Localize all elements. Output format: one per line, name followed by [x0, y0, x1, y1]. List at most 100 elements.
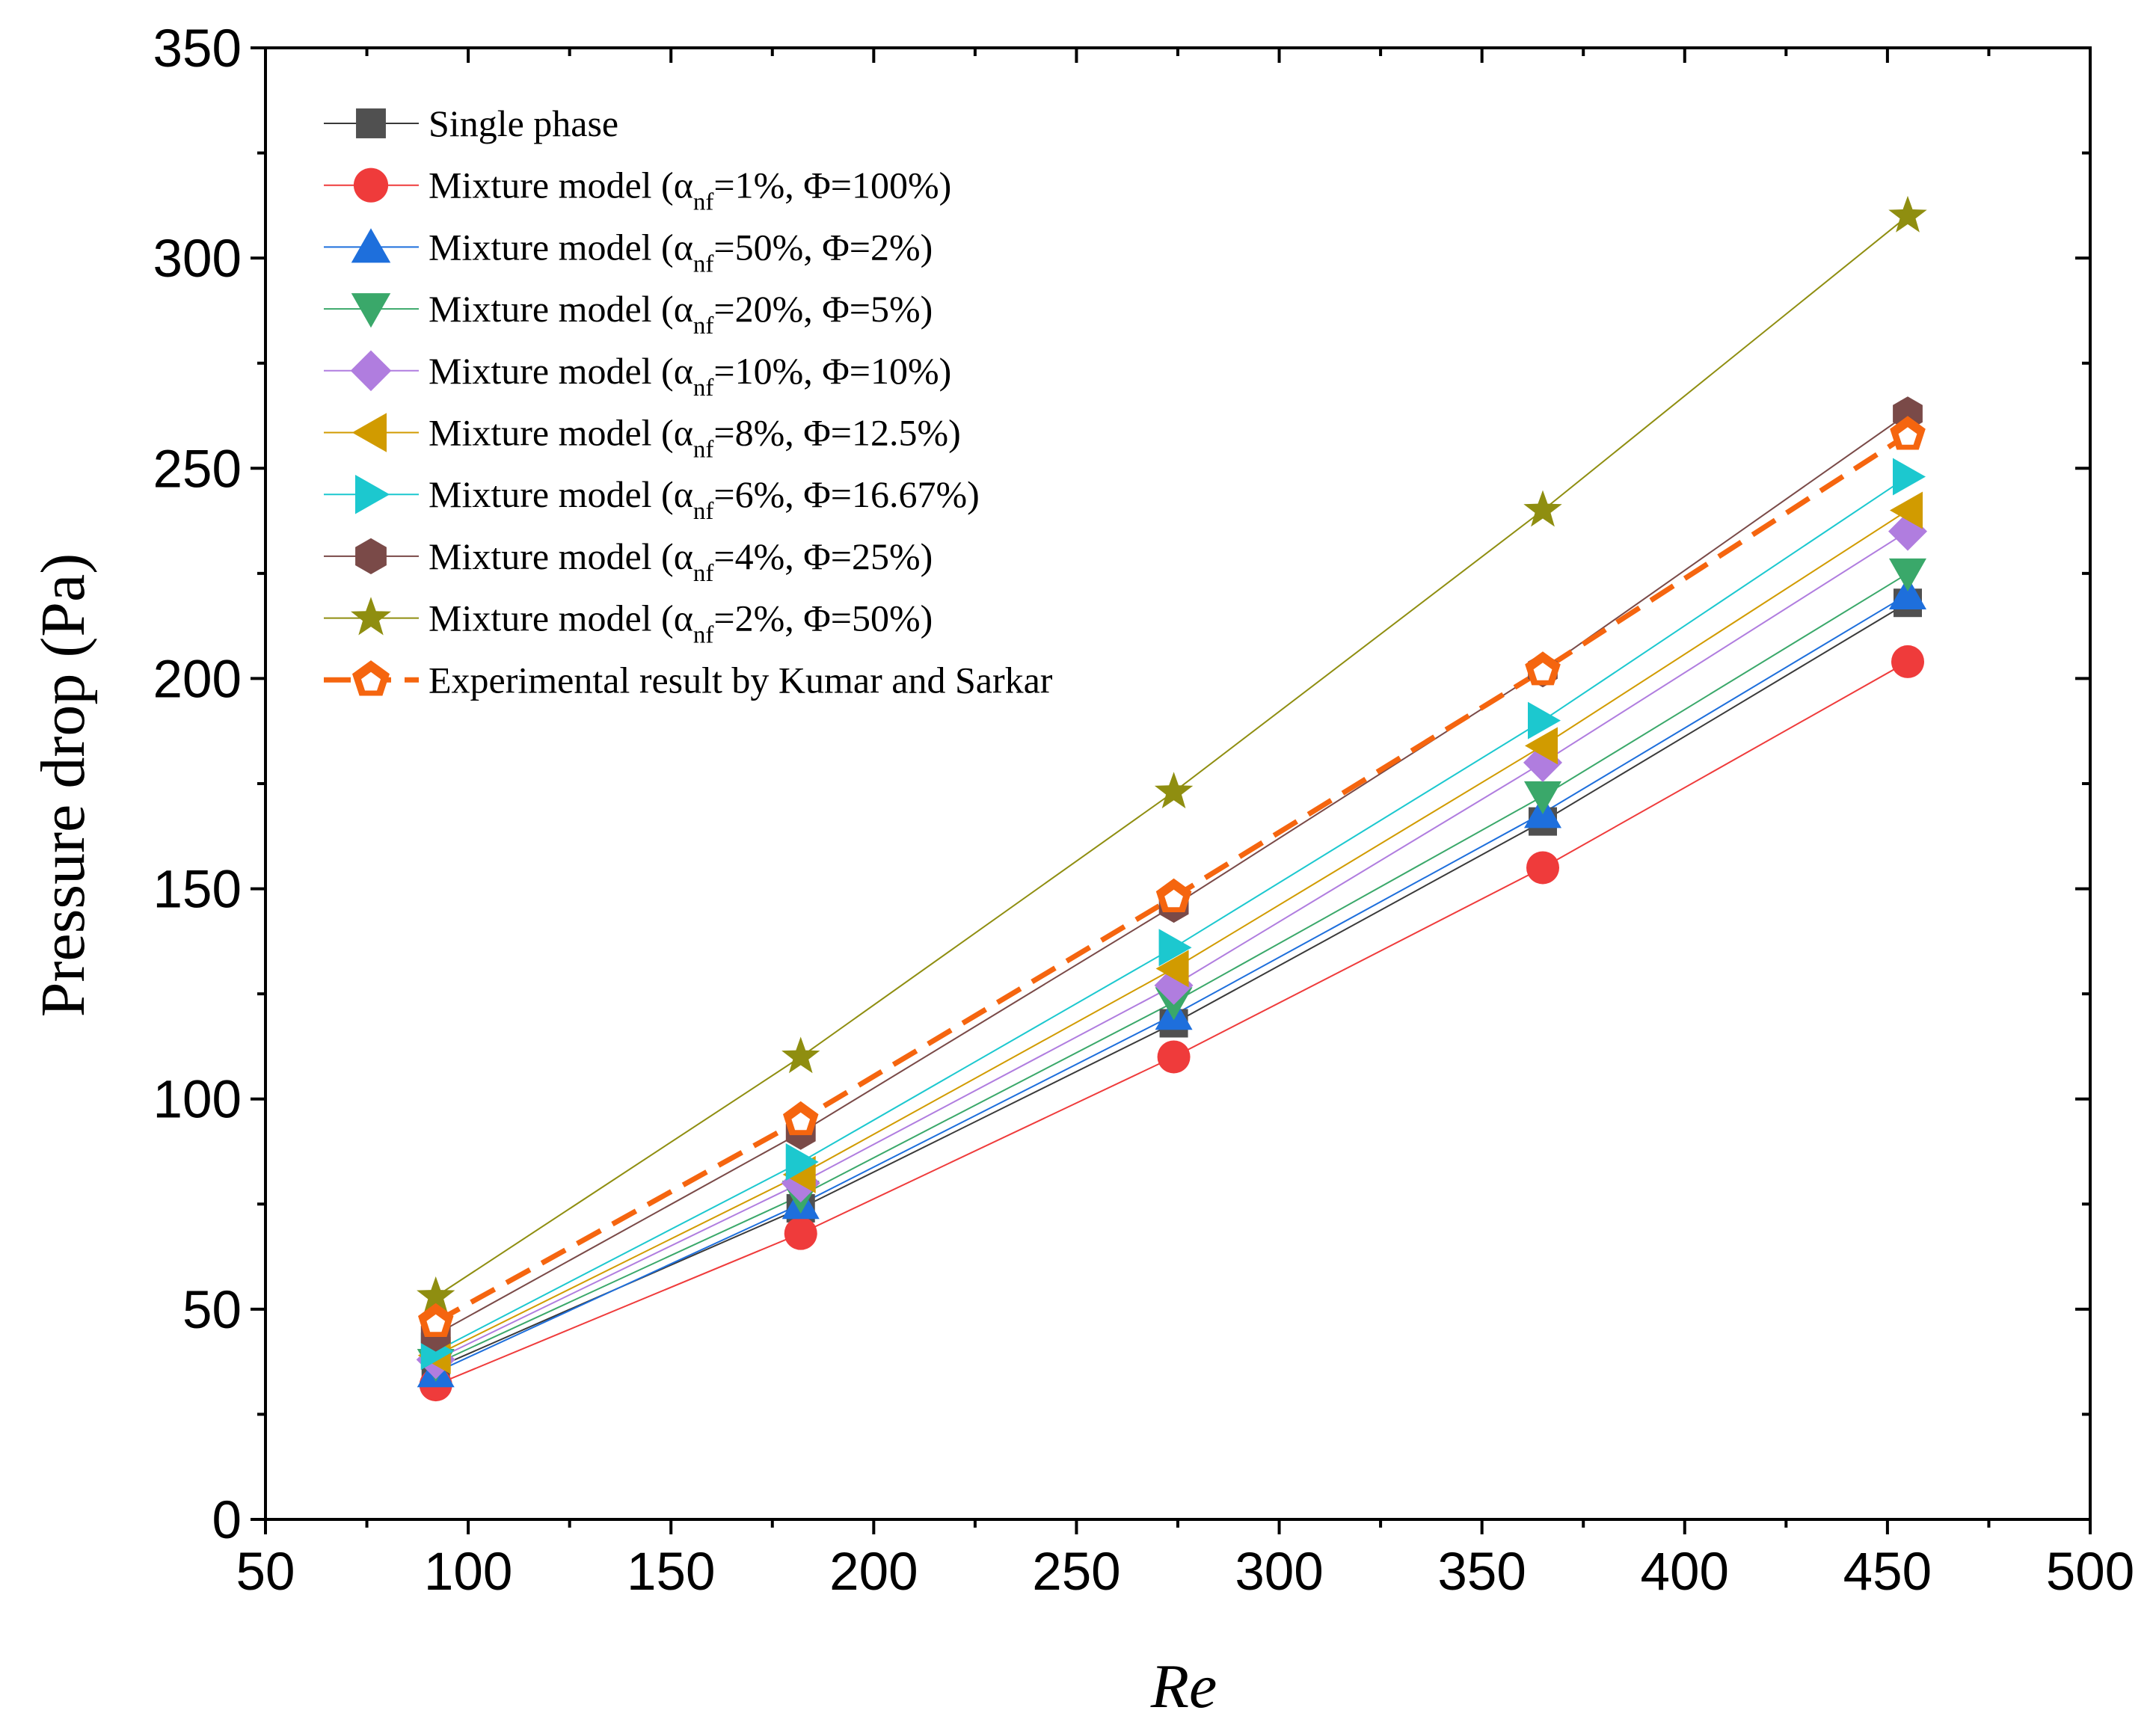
legend-item-6: Mixture model (αnf=8%, Φ=12.5%)	[324, 412, 961, 464]
legend-item-10: Experimental result by Kumar and Sarkar	[324, 659, 1053, 701]
legend-label-subscript: nf	[693, 375, 714, 402]
legend-label: Mixture model (αnf=4%, Φ=25%)	[429, 535, 933, 587]
x-axis-title: Re	[1150, 1652, 1217, 1721]
legend-item-1: Single phase	[324, 102, 618, 144]
pentagon-marker-inner	[1533, 662, 1552, 680]
data-point	[1889, 558, 1926, 591]
y-tick-label: 100	[153, 1071, 242, 1130]
legend-marker	[352, 660, 390, 696]
legend-label-subscript: nf	[693, 250, 714, 277]
legend-label-tail: =1%, Φ=100%)	[713, 165, 951, 206]
legend-label: Mixture model (αnf=20%, Φ=5%)	[429, 288, 933, 339]
legend-label-main: Mixture model (α	[429, 288, 693, 330]
y-tick-label: 150	[153, 861, 242, 920]
data-point	[1157, 1040, 1191, 1074]
legend-label-tail: =20%, Φ=5%)	[713, 288, 933, 330]
data-point	[785, 1143, 819, 1181]
legend-label-subscript: nf	[693, 313, 714, 339]
legend-item-9: Mixture model (αnf=2%, Φ=50%)	[324, 597, 933, 649]
y-tick-label: 250	[153, 440, 242, 499]
pentagon-marker-inner	[791, 1112, 811, 1131]
axes-layer: 50 100 150 200 250 300 350 400 450 50005010015020…	[153, 19, 2135, 1602]
legend-item-2: Mixture model (αnf=1%, Φ=100%)	[324, 165, 951, 216]
x-tick-label: 400	[1641, 1543, 1729, 1602]
data-point	[1526, 851, 1559, 885]
legend-label: Single phase	[429, 102, 618, 144]
y-axis-title: Pressure drop (Pa)	[28, 553, 98, 1018]
data-point	[417, 1276, 455, 1313]
x-tick-label: 150	[627, 1543, 715, 1602]
legend-label-main: Mixture model (α	[429, 597, 693, 639]
legend-label-tail: =10%, Φ=10%)	[713, 350, 951, 392]
data-point	[1891, 645, 1924, 678]
data-point	[1155, 878, 1192, 912]
legend-item-7: Mixture model (αnf=6%, Φ=16.67%)	[324, 473, 980, 525]
legend-label: Mixture model (αnf=50%, Φ=2%)	[429, 226, 933, 277]
y-tick-label: 0	[212, 1491, 242, 1550]
series-points-7	[420, 458, 1926, 1371]
data-point	[1524, 781, 1561, 814]
x-tick-label: 50	[236, 1543, 295, 1602]
legend-label-main: Mixture model (α	[429, 412, 693, 454]
x-tick-label: 300	[1235, 1543, 1323, 1602]
pentagon-marker-inner	[1898, 427, 1917, 445]
legend-label: Mixture model (αnf=8%, Φ=12.5%)	[429, 412, 961, 464]
data-point	[783, 1101, 819, 1136]
x-tick-label: 450	[1843, 1543, 1932, 1602]
legend-marker	[351, 413, 387, 452]
legend-label: Mixture model (αnf=10%, Φ=10%)	[429, 350, 951, 402]
legend-label-tail: =2%, Φ=50%)	[713, 597, 933, 639]
x-tick-label: 500	[2046, 1543, 2134, 1602]
legend-label: Mixture model (αnf=6%, Φ=16.67%)	[429, 473, 980, 525]
legend-label-tail: =4%, Φ=25%)	[713, 535, 933, 577]
legend-label-main: Mixture model (α	[429, 350, 693, 392]
legend-label-main: Mixture model (α	[429, 226, 693, 268]
legend-label-tail: =50%, Φ=2%)	[713, 226, 933, 268]
plot-layer	[416, 195, 1927, 1402]
legend-label-main: Single phase	[429, 102, 618, 144]
x-tick-label: 100	[424, 1543, 512, 1602]
legend-label-subscript: nf	[693, 498, 714, 525]
data-point	[1154, 772, 1194, 809]
data-point	[781, 1036, 820, 1074]
legend-label-subscript: nf	[693, 437, 714, 464]
data-point	[1155, 950, 1189, 988]
legend-label-main: Mixture model (α	[429, 535, 693, 577]
series-points-10	[418, 416, 1926, 1337]
legend-label-main: Mixture model (α	[429, 473, 693, 515]
legend-marker	[355, 538, 387, 574]
data-point	[1893, 458, 1926, 496]
legend-label-subscript: nf	[693, 189, 714, 216]
data-point	[1525, 651, 1561, 686]
data-point	[1889, 576, 1926, 609]
x-tick-label: 350	[1437, 1543, 1526, 1602]
series-points-9	[417, 195, 1927, 1313]
legend-item-4: Mixture model (αnf=20%, Φ=5%)	[324, 288, 933, 339]
data-point	[1158, 929, 1192, 967]
data-point	[1890, 491, 1923, 529]
pentagon-marker-inner	[1164, 889, 1183, 908]
x-tick-label: 250	[1032, 1543, 1120, 1602]
legend-marker	[351, 293, 391, 328]
legend-label-main: Mixture model (α	[429, 165, 693, 206]
legend-marker	[353, 167, 389, 203]
legend-marker	[350, 350, 392, 392]
data-point	[784, 1217, 817, 1250]
y-tick-label: 300	[153, 230, 242, 289]
legend-label-subscript: nf	[693, 560, 714, 587]
y-tick-label: 350	[153, 19, 242, 79]
pentagon-marker-inner	[361, 671, 381, 691]
legend-marker	[351, 597, 391, 636]
y-tick-label: 200	[153, 650, 242, 709]
legend-label-main: Experimental result by Kumar and Sarkar	[429, 659, 1053, 701]
legend-item-3: Mixture model (αnf=50%, Φ=2%)	[324, 226, 933, 277]
legend-label: Experimental result by Kumar and Sarkar	[429, 659, 1053, 701]
legend-label: Mixture model (αnf=2%, Φ=50%)	[429, 597, 933, 649]
legend-label-tail: =8%, Φ=12.5%)	[713, 412, 960, 454]
pentagon-marker-inner	[426, 1314, 446, 1332]
legend-label-subscript: nf	[693, 622, 714, 649]
legend-marker	[355, 474, 390, 514]
legend-marker	[356, 108, 386, 138]
